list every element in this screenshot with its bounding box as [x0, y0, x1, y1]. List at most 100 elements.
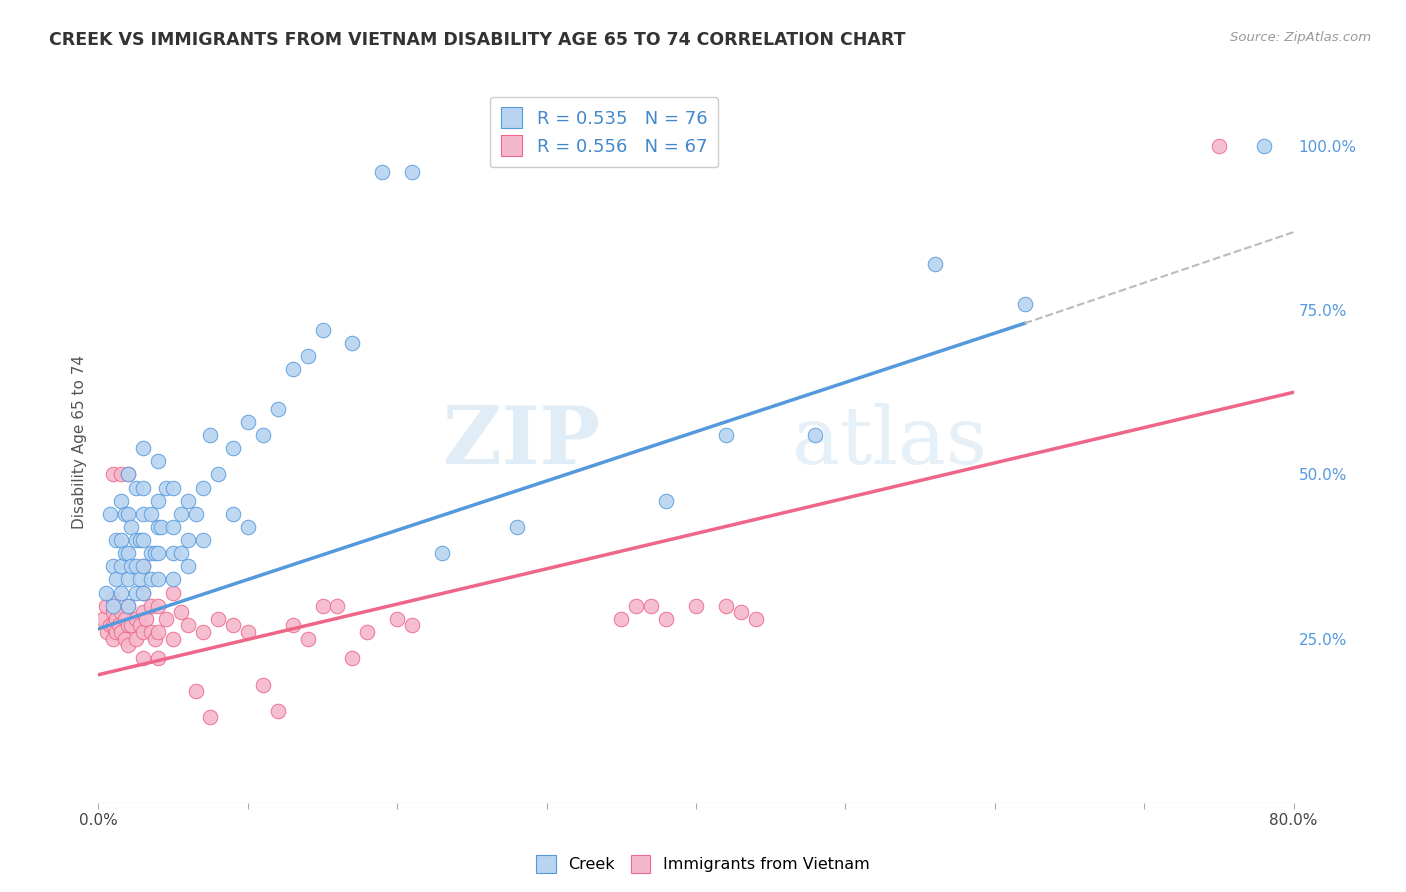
Point	[132, 605, 155, 619]
Point	[120, 520, 142, 534]
Point	[655, 493, 678, 508]
Point	[162, 573, 184, 587]
Point	[103, 592, 125, 607]
Point	[804, 428, 827, 442]
Point	[191, 533, 214, 547]
Point	[110, 559, 132, 574]
Point	[135, 612, 157, 626]
Point	[110, 605, 132, 619]
Point	[236, 625, 259, 640]
Point	[143, 632, 166, 646]
Point	[401, 165, 423, 179]
Point	[169, 605, 191, 619]
Text: ZIP: ZIP	[443, 402, 600, 481]
Point	[139, 546, 162, 560]
Point	[103, 605, 125, 619]
Point	[105, 625, 128, 640]
Point	[132, 625, 155, 640]
Point	[177, 533, 200, 547]
Point	[139, 507, 162, 521]
Text: CREEK VS IMMIGRANTS FROM VIETNAM DISABILITY AGE 65 TO 74 CORRELATION CHART: CREEK VS IMMIGRANTS FROM VIETNAM DISABIL…	[49, 31, 905, 49]
Point	[120, 618, 142, 632]
Point	[311, 599, 333, 613]
Point	[132, 481, 155, 495]
Point	[356, 625, 378, 640]
Point	[155, 481, 177, 495]
Point	[148, 651, 170, 665]
Point	[1253, 139, 1275, 153]
Point	[169, 507, 191, 521]
Point	[117, 507, 139, 521]
Point	[98, 507, 122, 521]
Point	[148, 573, 170, 587]
Point	[110, 585, 132, 599]
Point	[132, 585, 155, 599]
Point	[117, 618, 139, 632]
Point	[162, 546, 184, 560]
Point	[148, 599, 170, 613]
Point	[177, 618, 200, 632]
Point	[730, 605, 752, 619]
Point	[108, 618, 131, 632]
Point	[222, 618, 245, 632]
Point	[162, 585, 184, 599]
Point	[200, 428, 222, 442]
Point	[1014, 296, 1036, 310]
Point	[714, 599, 737, 613]
Point	[110, 467, 132, 482]
Point	[103, 599, 125, 613]
Point	[103, 559, 125, 574]
Point	[114, 612, 136, 626]
Point	[655, 612, 678, 626]
Point	[129, 533, 152, 547]
Point	[311, 323, 333, 337]
Point	[132, 533, 155, 547]
Point	[177, 559, 200, 574]
Point	[117, 638, 139, 652]
Point	[236, 520, 259, 534]
Point	[236, 415, 259, 429]
Point	[105, 612, 128, 626]
Point	[103, 632, 125, 646]
Point	[162, 632, 184, 646]
Point	[200, 710, 222, 724]
Point	[342, 336, 364, 351]
Point	[132, 559, 155, 574]
Point	[222, 441, 245, 455]
Point	[252, 677, 274, 691]
Point	[267, 401, 290, 416]
Point	[162, 481, 184, 495]
Point	[117, 573, 139, 587]
Point	[184, 684, 207, 698]
Point	[103, 467, 125, 482]
Point	[132, 651, 155, 665]
Point	[148, 493, 170, 508]
Point	[685, 599, 707, 613]
Point	[626, 599, 648, 613]
Point	[385, 612, 409, 626]
Point	[114, 507, 136, 521]
Legend: R = 0.535   N = 76, R = 0.556   N = 67: R = 0.535 N = 76, R = 0.556 N = 67	[489, 96, 718, 167]
Point	[714, 428, 737, 442]
Text: atlas: atlas	[792, 402, 987, 481]
Point	[139, 625, 162, 640]
Point	[117, 599, 139, 613]
Point	[125, 533, 148, 547]
Point	[430, 546, 453, 560]
Point	[96, 625, 118, 640]
Point	[207, 467, 229, 482]
Point	[184, 507, 207, 521]
Point	[371, 165, 394, 179]
Point	[640, 599, 662, 613]
Point	[148, 625, 170, 640]
Point	[94, 599, 117, 613]
Point	[143, 546, 166, 560]
Point	[326, 599, 349, 613]
Point	[98, 618, 122, 632]
Point	[924, 257, 946, 271]
Point	[281, 618, 304, 632]
Point	[125, 632, 148, 646]
Point	[139, 599, 162, 613]
Point	[148, 454, 170, 468]
Point	[125, 585, 148, 599]
